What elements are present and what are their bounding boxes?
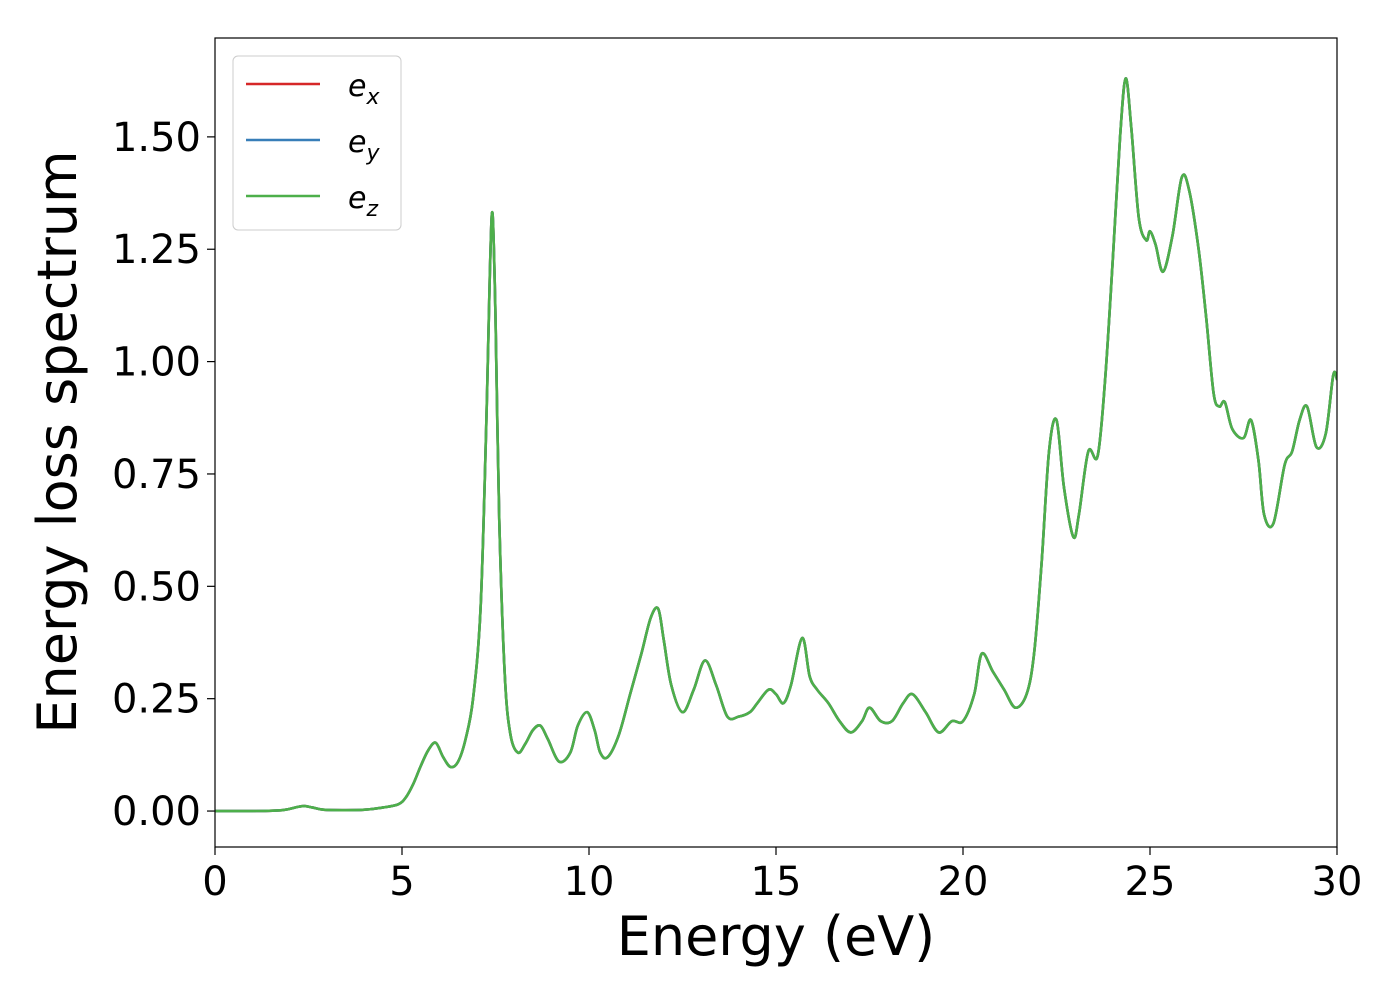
y-axis-title: Energy loss spectrum	[26, 150, 89, 733]
legend-label-subscript: x	[365, 85, 380, 110]
x-axis: 0 5 10 15 20 25 30	[202, 847, 1362, 905]
y-tick-label: 1.25	[112, 227, 201, 273]
y-tick-label: 1.00	[112, 340, 201, 386]
legend-label-z: ez	[348, 181, 378, 222]
x-tick-label: 20	[938, 859, 989, 905]
y-tick-label: 0.75	[112, 452, 201, 498]
x-tick-label: 5	[389, 859, 414, 905]
legend-label-y: ey	[348, 125, 380, 166]
legend-label-base: e	[348, 69, 366, 104]
y-tick-label: 0.25	[112, 677, 201, 723]
y-tick-label: 1.50	[112, 115, 201, 161]
x-tick-label: 0	[202, 859, 227, 905]
x-tick-label: 30	[1312, 859, 1363, 905]
x-tick-label: 10	[564, 859, 615, 905]
legend-box	[232, 55, 402, 231]
legend-label-base: e	[348, 181, 366, 216]
series-group	[215, 77, 1337, 813]
x-axis-title: Energy (eV)	[617, 905, 936, 968]
y-tick-label: 0.50	[112, 564, 201, 610]
y-axis: 0.00 0.25 0.50 0.75 1.00 1.25 1.50	[112, 115, 215, 835]
legend-label-subscript: z	[365, 197, 378, 222]
legend-label-x: ex	[348, 69, 380, 110]
y-tick-label: 0.00	[112, 789, 201, 835]
x-tick-label: 25	[1125, 859, 1176, 905]
legend-label-subscript: y	[365, 141, 380, 166]
legend-label-base: e	[348, 125, 366, 160]
x-tick-label: 15	[751, 859, 802, 905]
series-line-z	[215, 77, 1337, 813]
